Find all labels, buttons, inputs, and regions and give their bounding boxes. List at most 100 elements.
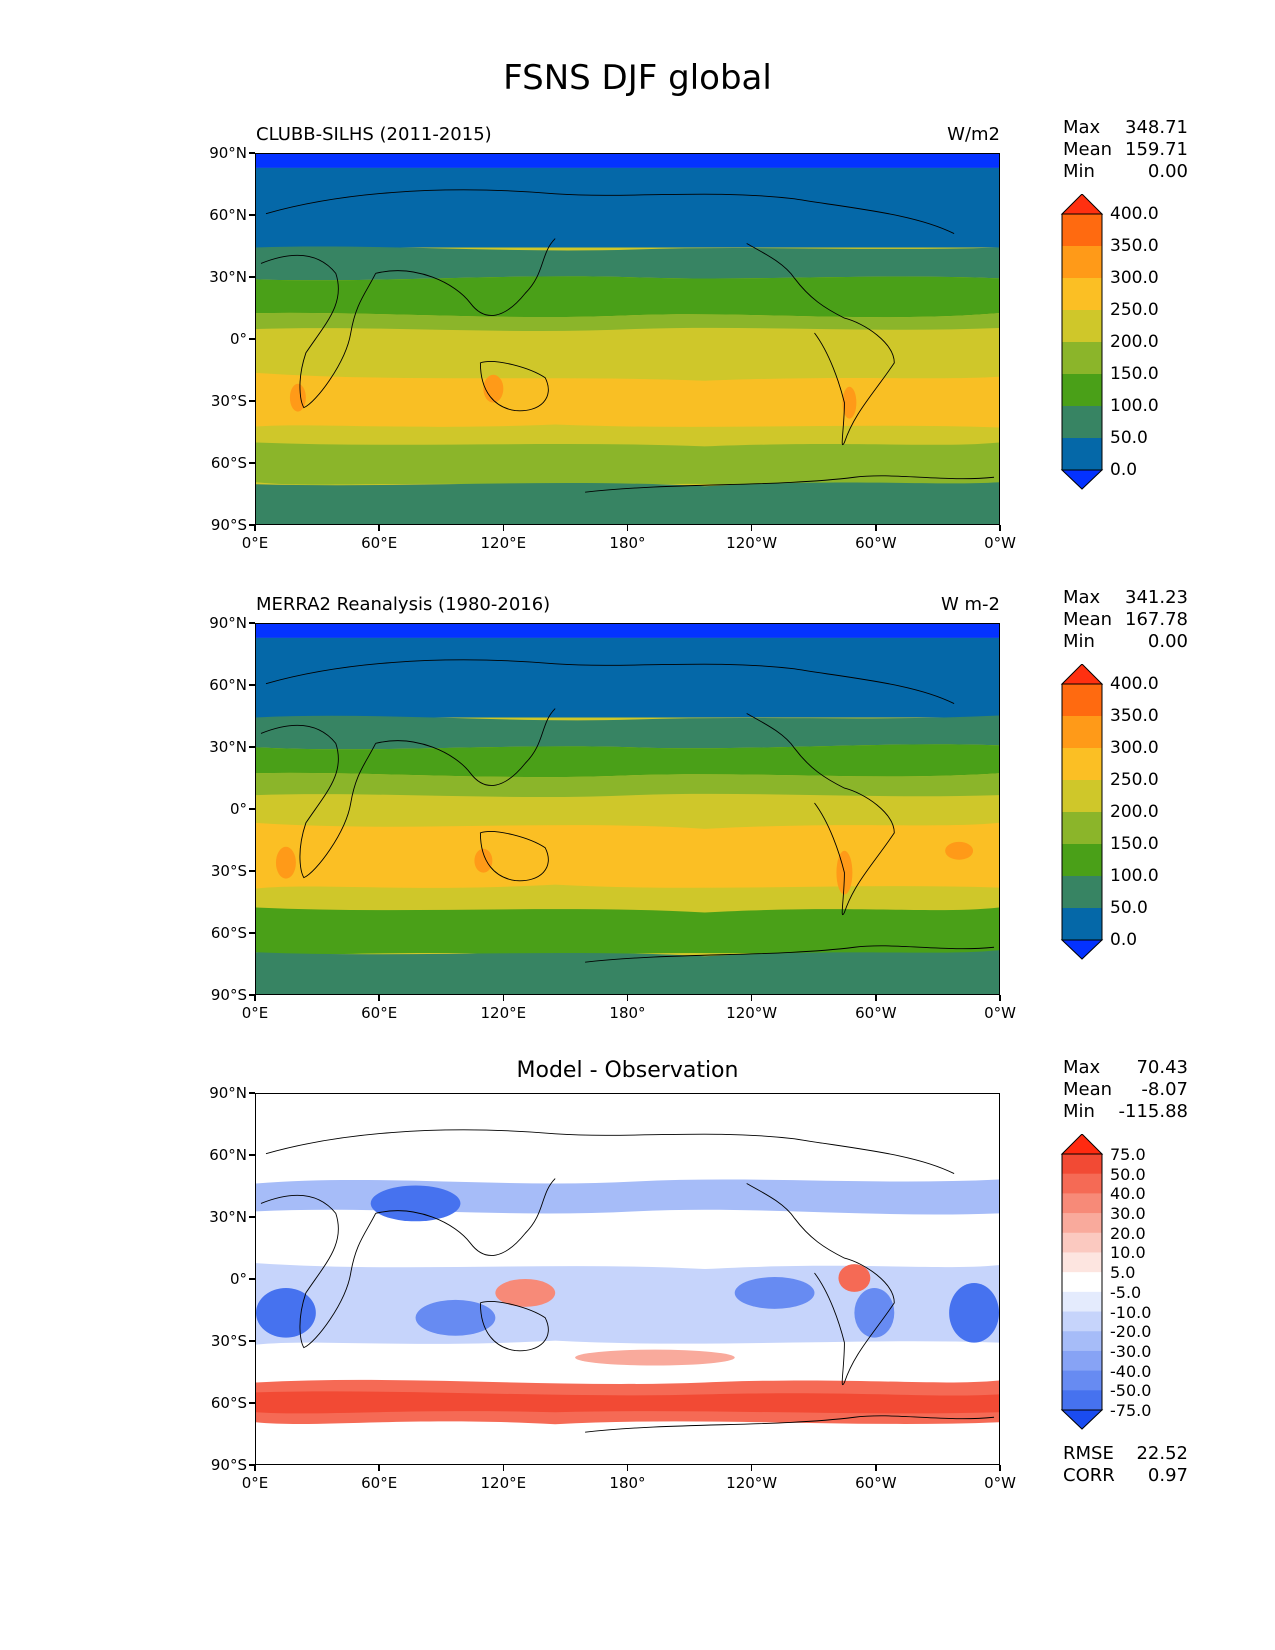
stat-mean-value: 167.78 <box>1125 609 1188 630</box>
y-tick-label: 0° <box>229 800 247 818</box>
colorbar-label: 5.0 <box>1110 1263 1136 1283</box>
y-tick <box>249 622 255 624</box>
stat-max-value: 70.43 <box>1136 1057 1188 1078</box>
y-tick <box>249 1092 255 1094</box>
panel-2-units: W m-2 <box>940 594 1000 615</box>
y-tick-label: 60°N <box>209 676 247 694</box>
x-tick-label: 180° <box>609 1004 646 1022</box>
colorbar-segment <box>1062 1252 1102 1273</box>
colorbar-label: 20.0 <box>1110 1223 1146 1243</box>
stat-min-value: 0.00 <box>1147 631 1188 652</box>
colorbar-segment <box>1062 780 1102 813</box>
colorbar-segment <box>1062 214 1102 247</box>
colorbar-extend-min <box>1060 1409 1104 1430</box>
colorbar-label: 30.0 <box>1110 1204 1146 1224</box>
y-tick <box>249 524 255 526</box>
y-tick-label: 60°S <box>210 924 247 942</box>
y-tick <box>249 400 255 402</box>
colorbar-segment <box>1062 1272 1102 1293</box>
y-tick <box>249 808 255 810</box>
colorbar-label: 250.0 <box>1110 300 1159 320</box>
y-tick <box>249 338 255 340</box>
x-tick <box>750 1465 753 1471</box>
panel-1-map <box>255 153 1000 525</box>
y-tick <box>249 994 255 996</box>
colorbar-segment <box>1062 438 1102 471</box>
y-tick-label: 90°S <box>210 986 247 1004</box>
panel-3-metrics: RMSE 22.52 CORR 0.97 <box>1063 1443 1188 1487</box>
colorbar-extend-max <box>1060 1134 1104 1155</box>
panel-3-map <box>255 1093 1000 1465</box>
colorbar-label: 75.0 <box>1110 1145 1146 1164</box>
y-tick-label: 90°N <box>209 144 247 162</box>
colorbar-label: 400.0 <box>1110 204 1159 224</box>
colorbar-segment <box>1062 1291 1102 1313</box>
stat-mean-label: Mean <box>1063 609 1113 630</box>
colorbar-extend-max <box>1060 664 1104 685</box>
y-tick <box>249 1216 255 1218</box>
y-tick-label: 30°S <box>210 392 247 410</box>
x-tick <box>378 525 380 531</box>
x-tick-label: 60°W <box>855 534 897 552</box>
y-tick <box>249 214 255 216</box>
x-tick <box>502 995 505 1001</box>
y-tick-label: 60°S <box>210 1394 247 1412</box>
x-tick <box>875 525 877 531</box>
colorbar-label: 150.0 <box>1110 364 1159 384</box>
colorbar-label: 40.0 <box>1110 1184 1146 1204</box>
colorbar-label: -20.0 <box>1110 1322 1152 1342</box>
colorbar-segment <box>1062 1331 1102 1352</box>
colorbar-segment <box>1062 1154 1102 1175</box>
colorbar-label: -5.0 <box>1110 1282 1142 1302</box>
stat-min-label: Min <box>1063 1101 1095 1122</box>
colorbar-label: 300.0 <box>1110 738 1159 758</box>
x-tick-label: 60°W <box>855 1474 897 1492</box>
panel-3-colorbar <box>1060 1134 1104 1430</box>
x-tick-label: 0°W <box>984 534 1016 552</box>
colorbar-segment <box>1062 1311 1102 1332</box>
x-tick <box>999 525 1001 531</box>
colorbar-label: 0.0 <box>1110 460 1138 480</box>
colorbar-outline <box>1061 1153 1103 1411</box>
colorbar-segment <box>1062 716 1102 749</box>
x-tick <box>875 995 877 1001</box>
x-tick-label: 120°E <box>480 534 527 552</box>
x-tick <box>626 995 629 1001</box>
colorbar-segment <box>1062 406 1102 439</box>
x-tick-label: 60°W <box>855 1004 897 1022</box>
x-tick-label: 120°W <box>726 534 778 552</box>
colorbar-segment <box>1062 278 1102 311</box>
colorbar-label: 100.0 <box>1110 866 1159 886</box>
colorbar-label: 150.0 <box>1110 834 1159 854</box>
y-tick <box>249 746 255 748</box>
y-tick <box>249 1154 255 1156</box>
stat-min-value: -115.88 <box>1118 1101 1188 1122</box>
y-tick-label: 90°N <box>209 1084 247 1102</box>
panel-2-stats: Max 341.23 Mean 167.78 Min 0.00 <box>1063 587 1188 653</box>
x-tick-label: 0°W <box>984 1474 1016 1492</box>
colorbar-segment <box>1062 844 1102 877</box>
y-tick-label: 30°N <box>209 1208 247 1226</box>
x-tick <box>750 525 753 531</box>
panel-2-title: MERRA2 Reanalysis (1980-2016) <box>256 594 551 615</box>
y-tick <box>249 152 255 154</box>
y-tick-label: 30°N <box>209 268 247 286</box>
colorbar-extend-min <box>1060 939 1104 960</box>
stat-mean-label: Mean <box>1063 139 1113 160</box>
stat-min-value: 0.00 <box>1147 161 1188 182</box>
x-tick <box>254 995 256 1001</box>
colorbar-label: 0.0 <box>1110 930 1138 950</box>
x-tick <box>999 995 1001 1001</box>
x-tick <box>626 525 629 531</box>
y-tick <box>249 870 255 872</box>
panel-1-colorbar <box>1060 194 1104 490</box>
y-tick <box>249 276 255 278</box>
stat-max-label: Max <box>1063 1057 1101 1078</box>
colorbar-label: 400.0 <box>1110 674 1159 694</box>
y-tick-label: 0° <box>229 1270 247 1288</box>
colorbar-segment <box>1062 908 1102 941</box>
y-tick <box>249 1340 255 1342</box>
rmse-label: RMSE <box>1063 1443 1114 1464</box>
y-tick <box>249 1464 255 1466</box>
x-tick-label: 180° <box>609 1474 646 1492</box>
